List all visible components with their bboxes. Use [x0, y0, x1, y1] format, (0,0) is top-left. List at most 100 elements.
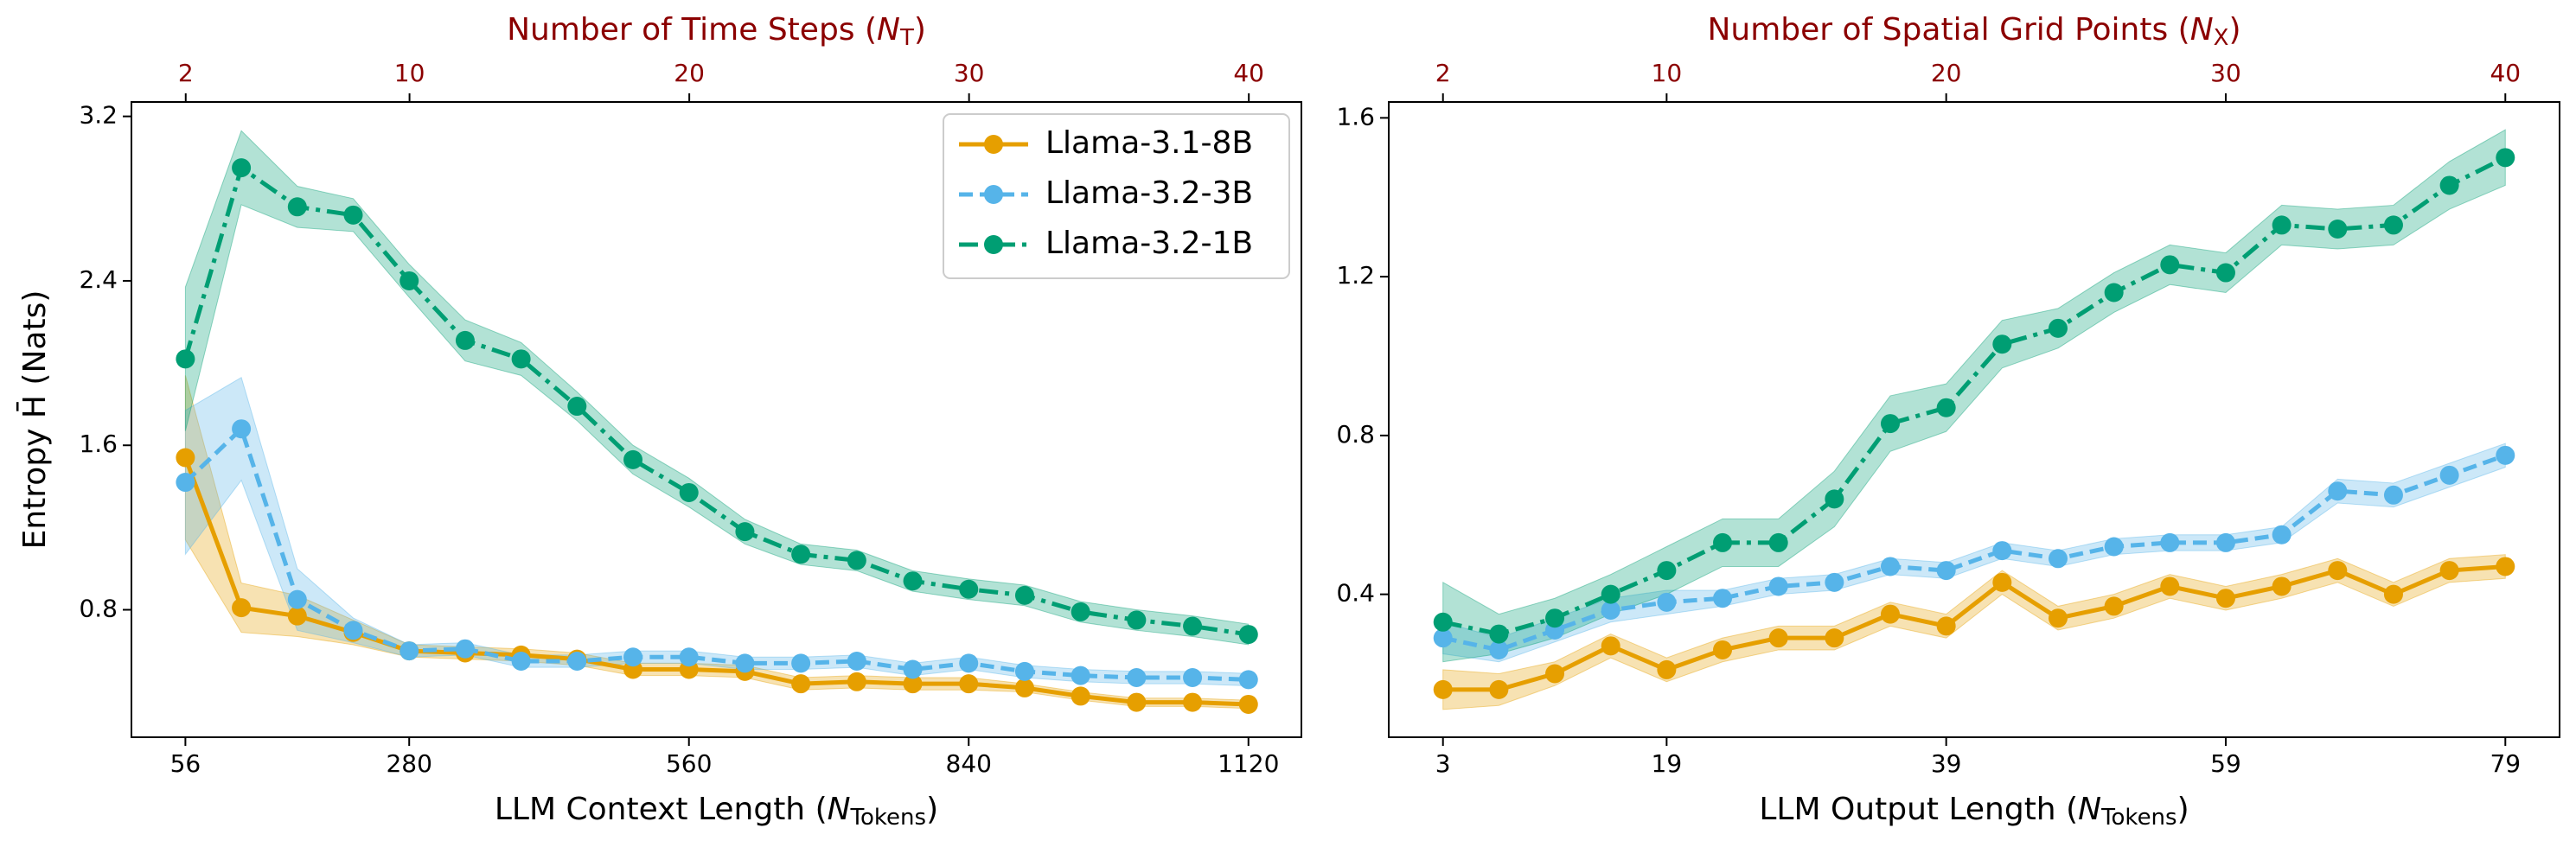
data-point [1936, 616, 1956, 636]
data-point [2496, 557, 2515, 576]
x-tick-label: 3 [1435, 749, 1451, 778]
label-part: N [2078, 792, 2101, 827]
data-point [959, 653, 979, 673]
data-point [1127, 692, 1147, 712]
data-point [2439, 175, 2459, 195]
data-point [1014, 678, 1034, 697]
x-axis-label: LLM Output Length (NTokens) [1759, 792, 2189, 831]
data-point [1936, 561, 1956, 581]
data-point [400, 641, 419, 661]
data-point [2439, 465, 2459, 485]
data-point [2104, 283, 2124, 302]
series-line [1442, 564, 2506, 692]
x2-tick-label: 40 [2490, 59, 2521, 87]
data-point [1127, 668, 1147, 688]
y-tick-label: 0.8 [1336, 420, 1375, 449]
series-line [1442, 156, 2507, 637]
data-point [847, 672, 866, 691]
x-tick-label: 560 [666, 749, 712, 778]
data-point [2215, 263, 2235, 283]
error-band [1442, 443, 2506, 663]
label-part: Tokens [850, 805, 927, 831]
data-point [1825, 628, 1844, 648]
data-point [1071, 666, 1090, 685]
x2-tick-label: 10 [394, 59, 425, 87]
series-line [1442, 453, 2507, 653]
data-point [1768, 532, 1788, 552]
x-tick-label: 56 [170, 749, 201, 778]
label-part: ) [926, 792, 938, 827]
data-point [679, 647, 699, 667]
data-point [287, 197, 307, 217]
data-point [2272, 576, 2292, 596]
data-point [1545, 664, 1565, 684]
data-point [1183, 616, 1203, 636]
data-point [2383, 584, 2403, 604]
data-point [2272, 525, 2292, 544]
data-point [1183, 668, 1203, 688]
x2-tick-label: 10 [1652, 59, 1683, 87]
data-point [1936, 398, 1956, 417]
label-part: ) [2228, 12, 2240, 48]
data-point [343, 621, 363, 640]
data-point [1992, 572, 2012, 592]
x-tick-label: 79 [2490, 749, 2521, 778]
plot-frame [131, 101, 1302, 738]
data-point [1183, 692, 1203, 712]
data-point [1881, 414, 1901, 434]
data-point [2215, 589, 2235, 608]
data-point [1657, 561, 1677, 581]
x2-tick-label: 2 [1435, 59, 1451, 87]
legend-label: Llama-3.2-1B [1045, 226, 1253, 261]
label-part: X [2214, 25, 2229, 51]
x-tick-label: 840 [946, 749, 992, 778]
data-point [1992, 541, 2012, 561]
data-point [1825, 489, 1844, 509]
data-point [2328, 481, 2348, 501]
y-tick-label: 3.2 [79, 101, 118, 130]
data-point [1433, 628, 1453, 648]
data-point [1601, 636, 1620, 656]
y-tick-label: 1.2 [1336, 261, 1375, 290]
legend-marker [984, 235, 1003, 254]
error-band [184, 376, 1250, 687]
legend-label: Llama-3.2-3B [1045, 175, 1253, 211]
data-point [1768, 628, 1788, 648]
data-point [1433, 679, 1453, 699]
data-point [735, 522, 755, 542]
data-point [176, 473, 195, 493]
data-point [903, 659, 923, 679]
label-part: Tokens [2100, 805, 2177, 831]
data-point [2328, 561, 2348, 581]
x-tick-label: 59 [2210, 749, 2241, 778]
data-point [511, 651, 531, 671]
y-axis-label: Entropy H̄ (Nats) [16, 290, 53, 550]
x-tick-label: 1120 [1218, 749, 1279, 778]
data-point [2328, 220, 2348, 239]
data-point [847, 651, 866, 671]
y-tick-label: 0.4 [1336, 579, 1375, 608]
data-point [1489, 679, 1509, 699]
label-part: N [828, 792, 851, 827]
data-point [2048, 549, 2068, 569]
data-point [2160, 255, 2180, 275]
data-point [1713, 640, 1733, 659]
data-point [1489, 624, 1509, 644]
x2-axis-label: Number of Time Steps (NT) [507, 12, 926, 51]
legend: Llama-3.1-8B Llama-3.2-3B Llama-3.2-1B [943, 113, 1290, 279]
data-point [455, 639, 475, 659]
data-point [455, 330, 475, 350]
data-point [1601, 584, 1620, 604]
data-point [2496, 148, 2515, 168]
data-point [847, 551, 866, 570]
data-point [2104, 596, 2124, 616]
data-point [1881, 604, 1901, 624]
y-tick-label: 1.6 [79, 430, 118, 458]
data-point [791, 653, 811, 673]
data-point [2048, 608, 2068, 628]
legend-marker [984, 185, 1003, 204]
data-point [903, 674, 923, 694]
x2-tick-label: 2 [178, 59, 194, 87]
data-point [567, 651, 587, 671]
